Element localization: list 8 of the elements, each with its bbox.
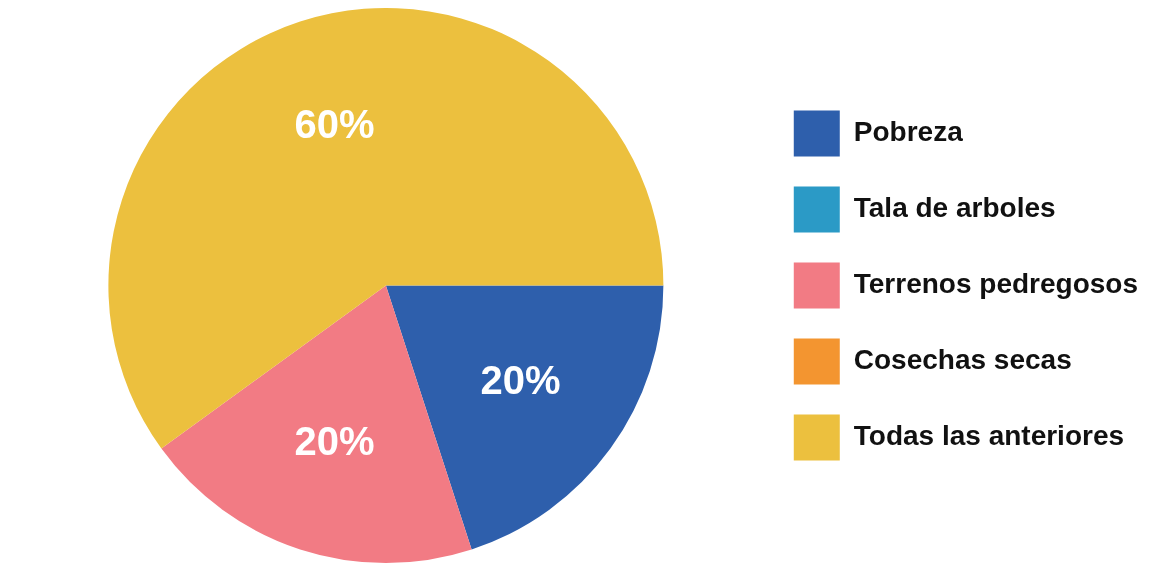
legend-label: Cosechas secas [853, 344, 1072, 376]
legend-label: Todas las anteriores [853, 420, 1125, 452]
data-label: 60% [294, 102, 375, 147]
legend-label: Pobreza [853, 116, 964, 148]
legend-label: Tala de arboles [853, 192, 1056, 224]
legend-label: Terrenos pedregosos [853, 268, 1139, 300]
data-label: 20% [480, 358, 561, 403]
data-label: 20% [294, 418, 375, 463]
